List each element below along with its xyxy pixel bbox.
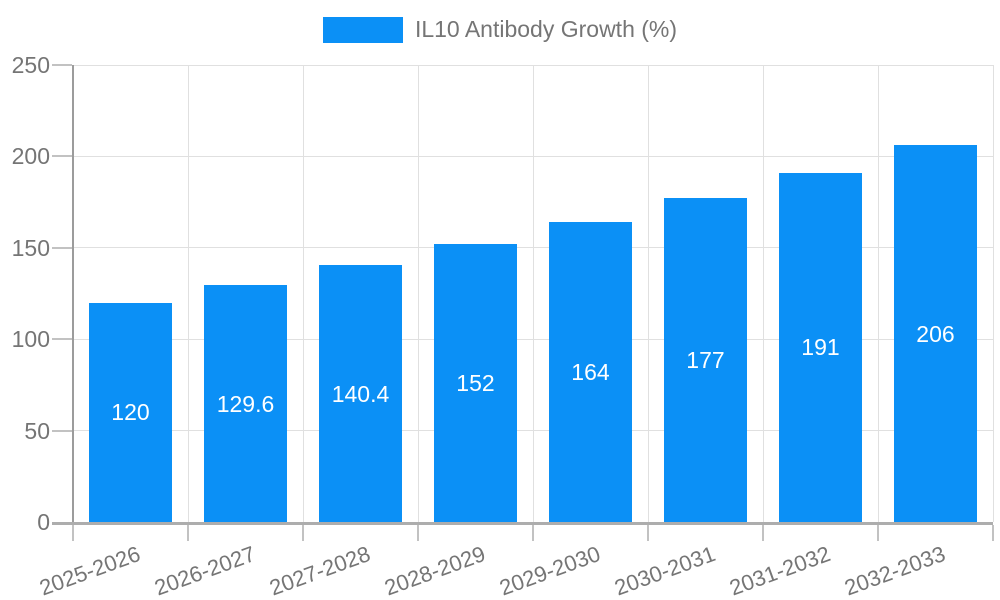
x-tick xyxy=(992,525,994,541)
bar[interactable] xyxy=(549,222,632,524)
y-tick-label: 100 xyxy=(11,326,50,353)
bar-value-label: 140.4 xyxy=(331,380,390,407)
v-gridline xyxy=(302,65,304,522)
y-tick xyxy=(52,429,72,432)
v-gridline xyxy=(877,65,879,522)
v-gridline xyxy=(762,65,764,522)
bar-value-label: 129.6 xyxy=(216,390,275,417)
y-tick-label: 0 xyxy=(37,509,50,535)
bar-value-label: 120 xyxy=(111,399,150,426)
bar[interactable] xyxy=(319,265,402,524)
y-tick xyxy=(52,155,72,158)
x-tick xyxy=(532,525,534,541)
bar-value-label: 206 xyxy=(916,320,955,347)
v-gridline xyxy=(647,65,649,522)
legend-label: IL10 Antibody Growth (%) xyxy=(414,16,678,42)
x-tick xyxy=(647,525,649,541)
y-tick-label: 200 xyxy=(11,143,50,170)
y-tick-label: 50 xyxy=(24,417,50,444)
v-gridline xyxy=(417,65,419,522)
bar-value-label: 191 xyxy=(801,334,840,361)
legend-item[interactable]: IL10 Antibody Growth (%) xyxy=(0,16,1000,43)
x-tick xyxy=(72,525,74,541)
x-tick xyxy=(302,525,304,541)
y-tick-label: 250 xyxy=(11,52,50,78)
bar[interactable] xyxy=(89,302,172,524)
y-tick xyxy=(52,246,72,249)
y-tick xyxy=(52,338,72,341)
x-tick xyxy=(877,525,879,541)
legend-swatch xyxy=(322,16,403,43)
x-axis-line xyxy=(52,522,993,525)
x-tick xyxy=(762,525,764,541)
y-tick-label: 150 xyxy=(11,234,50,261)
x-tick xyxy=(417,525,419,541)
y-tick xyxy=(52,64,72,66)
bar[interactable] xyxy=(204,285,287,524)
bar[interactable] xyxy=(434,244,517,524)
y-axis-line xyxy=(72,65,74,523)
v-gridline xyxy=(187,65,189,522)
bar[interactable] xyxy=(779,172,862,524)
bar-value-label: 164 xyxy=(571,359,610,386)
bar[interactable] xyxy=(664,198,747,524)
v-gridline xyxy=(532,65,534,522)
bar[interactable] xyxy=(894,145,977,524)
bar-value-label: 177 xyxy=(686,347,725,374)
x-tick xyxy=(187,525,189,541)
v-gridline xyxy=(992,65,994,522)
bar-value-label: 152 xyxy=(456,370,495,397)
